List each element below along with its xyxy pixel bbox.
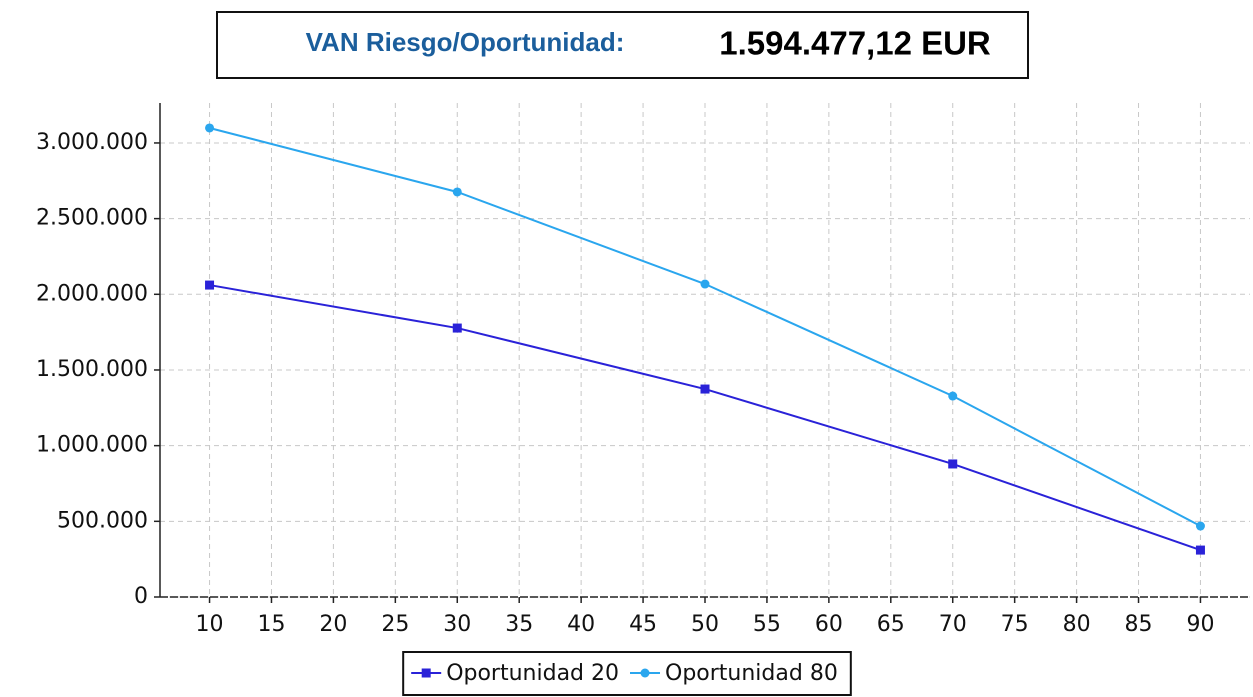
x-tick-label: 55	[753, 612, 781, 637]
x-tick-label: 25	[381, 612, 409, 637]
data-point	[452, 187, 462, 197]
x-tick-label: 15	[257, 612, 285, 637]
y-tick-label: 3.000.000	[36, 130, 148, 155]
x-tick-label: 20	[319, 612, 347, 637]
data-point	[452, 323, 462, 333]
data-point	[948, 459, 958, 469]
data-point	[1195, 545, 1205, 555]
data-point	[1195, 521, 1205, 531]
x-tick-label: 10	[196, 612, 224, 637]
x-tick-label: 30	[443, 612, 471, 637]
x-tick-label: 45	[629, 612, 657, 637]
y-tick-label: 500.000	[57, 508, 148, 533]
y-tick-label: 2.500.000	[36, 206, 148, 231]
y-tick-label: 2.000.000	[36, 281, 148, 306]
y-tick-label: 0	[134, 584, 148, 609]
x-tick-label: 65	[877, 612, 905, 637]
data-point	[700, 384, 710, 394]
legend-label: Oportunidad 20	[446, 661, 619, 686]
y-tick-label: 1.500.000	[36, 357, 148, 382]
legend-marker	[640, 668, 650, 678]
x-tick-label: 50	[691, 612, 719, 637]
data-point	[205, 280, 215, 290]
header-label: VAN Riesgo/Oportunidad:	[306, 27, 625, 57]
x-tick-label: 60	[815, 612, 843, 637]
y-tick-label: 1.000.000	[36, 433, 148, 458]
x-tick-label: 85	[1125, 612, 1153, 637]
x-tick-label: 40	[567, 612, 595, 637]
data-point	[948, 391, 958, 401]
x-tick-label: 90	[1186, 612, 1214, 637]
legend-box	[402, 651, 852, 696]
legend-label: Oportunidad 80	[665, 661, 838, 686]
header-box	[216, 11, 1029, 79]
x-tick-label: 75	[1001, 612, 1029, 637]
x-tick-label: 80	[1063, 612, 1091, 637]
header-value: 1.594.477,12 EUR	[719, 25, 991, 62]
data-point	[700, 279, 710, 289]
data-point	[205, 123, 215, 133]
legend-marker	[421, 668, 431, 678]
x-tick-label: 70	[939, 612, 967, 637]
x-tick-label: 35	[505, 612, 533, 637]
